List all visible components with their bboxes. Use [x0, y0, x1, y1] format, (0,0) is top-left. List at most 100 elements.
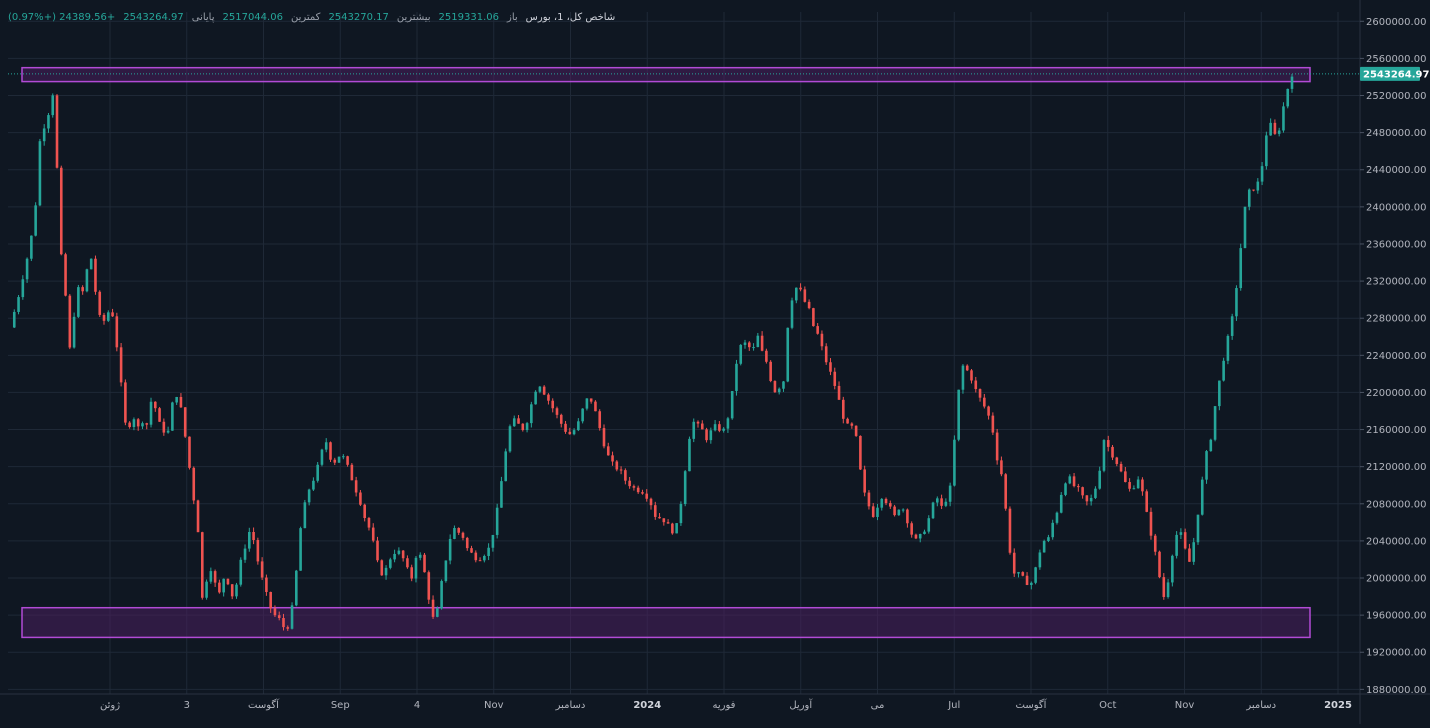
candle-body	[1059, 494, 1063, 513]
candle-body	[1149, 511, 1153, 536]
candle-body	[730, 391, 734, 419]
candle-body	[132, 419, 136, 428]
x-tick-label: Nov	[1175, 700, 1195, 711]
candle-body	[842, 399, 845, 419]
candle-body	[606, 446, 610, 456]
candle-body	[709, 430, 713, 441]
y-tick-label: 2160000.00	[1366, 425, 1426, 436]
candle-body	[628, 480, 631, 487]
candle-body	[414, 557, 418, 579]
y-tick-label: 2520000.00	[1366, 91, 1426, 102]
candle-body	[1175, 534, 1178, 556]
candle-body	[1196, 514, 1200, 543]
candle-body	[98, 291, 102, 315]
candle-body	[25, 258, 29, 280]
candle-body	[77, 287, 80, 317]
candle-body	[282, 618, 285, 628]
candle-body	[1132, 488, 1136, 490]
candle-body	[722, 428, 725, 431]
candle-body	[508, 426, 512, 452]
candle-body	[324, 442, 328, 450]
candle-body	[948, 485, 952, 502]
candle-body	[1012, 552, 1016, 574]
x-tick-label: آوریل	[789, 698, 813, 711]
candle-body	[106, 312, 110, 321]
candle-body	[1230, 316, 1234, 336]
candle-body	[718, 424, 721, 431]
candle-body	[500, 481, 503, 508]
candle-body	[316, 464, 319, 481]
candle-body	[662, 518, 666, 523]
candle-body	[799, 287, 802, 290]
candle-body	[568, 431, 572, 435]
candle-body	[611, 455, 614, 462]
candle-body	[846, 418, 849, 424]
candle-body	[624, 470, 627, 481]
candle-body	[696, 421, 700, 424]
candle-body	[1119, 463, 1123, 472]
support-zone[interactable]	[21, 606, 1311, 639]
candle-body	[478, 560, 482, 562]
x-tick-label: فوریه	[713, 700, 736, 711]
candle-body	[876, 507, 879, 517]
resistance-zone[interactable]	[21, 66, 1311, 83]
candle-body	[235, 584, 238, 597]
candle-body	[162, 421, 166, 433]
candle-body	[726, 418, 730, 429]
candle-body	[906, 509, 909, 524]
candle-body	[961, 365, 965, 390]
candle-body	[777, 388, 781, 393]
close-value: 2543264.97	[123, 11, 184, 23]
candle-body	[1277, 130, 1281, 134]
candle-body	[1239, 248, 1243, 289]
candle-body	[803, 289, 807, 302]
candle-body	[239, 559, 243, 585]
candle-body	[312, 480, 315, 490]
y-tick-label: 1880000.00	[1366, 685, 1426, 696]
candle-body	[205, 581, 208, 598]
candle-body	[359, 492, 362, 505]
candle-body	[867, 492, 871, 507]
x-tick-label: آگوست	[1016, 698, 1048, 711]
candle-body	[705, 429, 708, 441]
candle-body	[136, 419, 140, 427]
candle-body	[679, 504, 683, 524]
candle-body	[602, 428, 606, 447]
last-price-line: 2543264.97	[8, 66, 1429, 81]
candle-body	[367, 518, 371, 528]
x-tick-label: Nov	[484, 700, 504, 711]
candle-body	[265, 577, 268, 592]
candle-body	[30, 235, 33, 259]
candle-body	[765, 350, 768, 362]
y-tick-label: 2120000.00	[1366, 462, 1426, 473]
candle-body	[401, 550, 405, 559]
candle-body	[47, 115, 50, 129]
candle-body	[226, 578, 230, 585]
candle-body	[1017, 572, 1020, 574]
symbol-name[interactable]: شاخص کل، 1، بورس	[525, 11, 616, 23]
candle-body	[683, 471, 687, 505]
candle-body	[713, 424, 717, 431]
candle-body	[1064, 483, 1067, 495]
candle-body	[739, 344, 743, 364]
candle-body	[42, 128, 46, 142]
y-tick-label: 2600000.00	[1366, 17, 1426, 28]
x-tick-label: Oct	[1099, 700, 1116, 711]
candle-body	[752, 347, 755, 349]
candle-body	[957, 389, 960, 440]
x-tick-label: آگوست	[248, 698, 280, 711]
candle-body	[495, 507, 499, 535]
candle-body	[295, 570, 298, 606]
change-value: +24389.56 (+0.97%)	[8, 11, 116, 23]
candle-body	[1256, 181, 1260, 191]
close-label: پایانی	[191, 11, 215, 23]
candle-body	[406, 558, 409, 568]
candle-body	[64, 254, 67, 296]
candle-body	[1000, 460, 1003, 475]
candle-body	[1128, 482, 1131, 489]
candle-body	[794, 287, 798, 301]
candle-body	[166, 430, 170, 433]
y-tick-label: 2240000.00	[1366, 351, 1426, 362]
candle-body	[1089, 497, 1093, 502]
